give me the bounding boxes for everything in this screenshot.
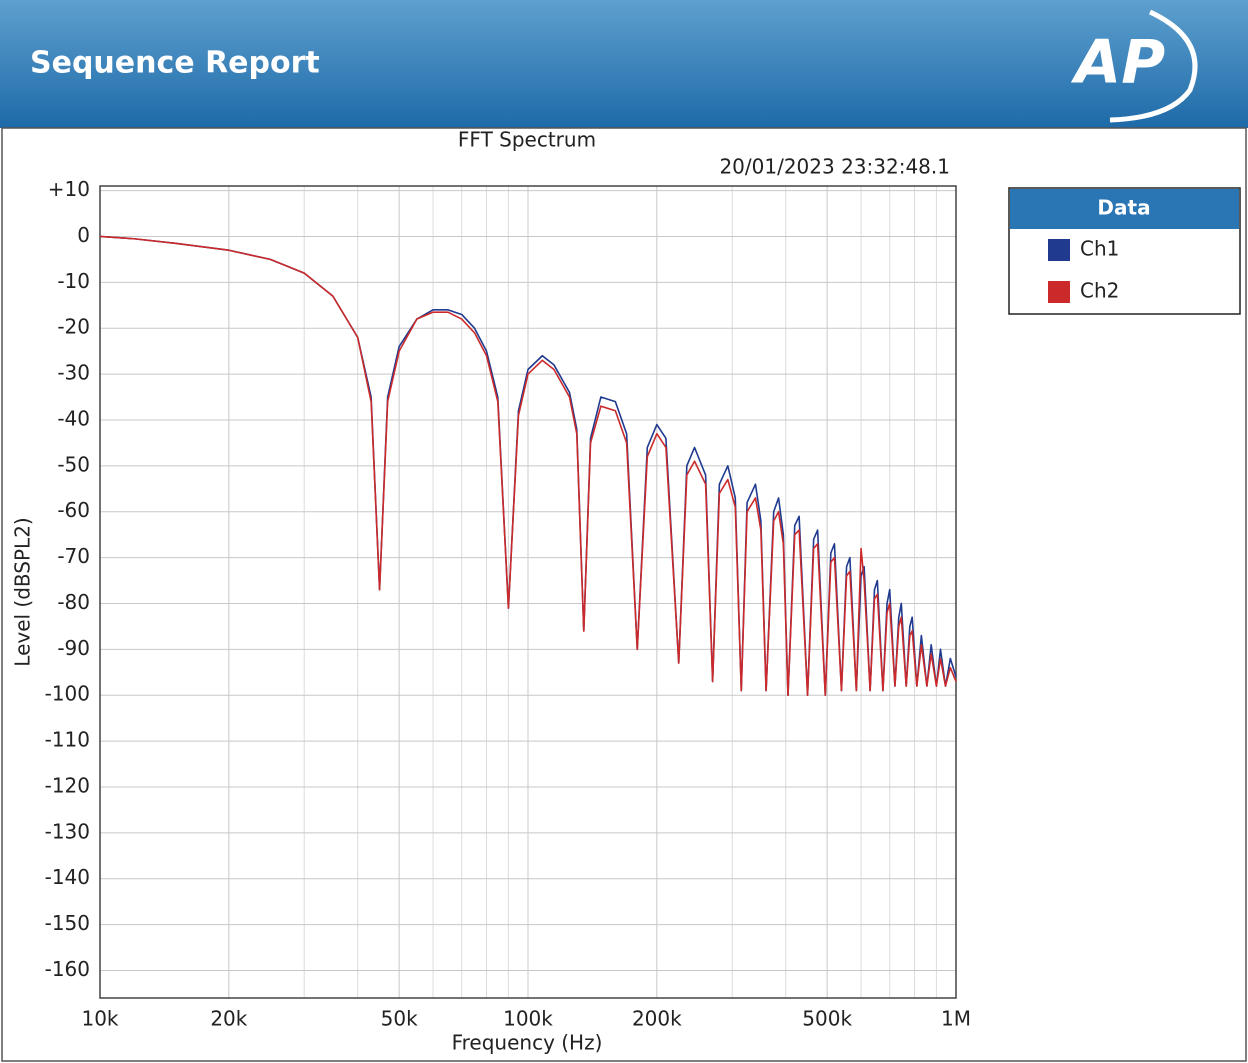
x-tick-label: 10k (81, 1007, 118, 1031)
x-tick-label: 100k (503, 1007, 553, 1031)
y-tick-label: -160 (45, 957, 90, 981)
y-tick-label: -30 (57, 361, 90, 385)
header-title: Sequence Report (30, 46, 320, 81)
legend-swatch (1048, 239, 1070, 261)
timestamp: 20/01/2023 23:32:48.1 (719, 155, 950, 179)
logo-swoosh (1109, 9, 1198, 123)
x-tick-label: 200k (632, 1007, 682, 1031)
x-tick-label: 500k (802, 1007, 852, 1031)
x-tick-label: 1M (941, 1007, 971, 1031)
y-tick-label: -40 (57, 406, 90, 430)
y-tick-label: -90 (57, 636, 90, 660)
legend-header (1010, 189, 1239, 229)
y-tick-label: -120 (45, 773, 90, 797)
y-tick-label: -100 (45, 682, 90, 706)
x-axis-label: Frequency (Hz) (452, 1031, 603, 1055)
y-tick-label: 0 (77, 223, 90, 247)
y-tick-label: -80 (57, 590, 90, 614)
chart-title: FFT Spectrum (458, 128, 596, 152)
legend-label: Ch1 (1080, 237, 1119, 261)
y-tick-label: +10 (48, 177, 90, 201)
y-tick-label: -140 (45, 865, 90, 889)
legend-title: Data (1097, 196, 1150, 220)
y-tick-label: -50 (57, 452, 90, 476)
series-line (99, 235, 957, 697)
y-tick-label: -60 (57, 498, 90, 522)
header-logo: AP (1071, 28, 1165, 98)
plot-border (99, 185, 957, 999)
y-tick-label: -20 (57, 315, 90, 339)
x-tick-label: 50k (381, 1007, 418, 1031)
y-axis-label: Level (dBSPL2) (11, 517, 35, 666)
legend-swatch (1048, 281, 1070, 303)
y-tick-label: -110 (45, 728, 90, 752)
y-tick-label: -10 (57, 269, 90, 293)
header-bar (0, 0, 1248, 128)
legend-label: Ch2 (1080, 279, 1119, 303)
x-tick-label: 20k (210, 1007, 247, 1031)
y-tick-label: -150 (45, 911, 90, 935)
y-tick-label: -70 (57, 544, 90, 568)
y-tick-label: -130 (45, 819, 90, 843)
